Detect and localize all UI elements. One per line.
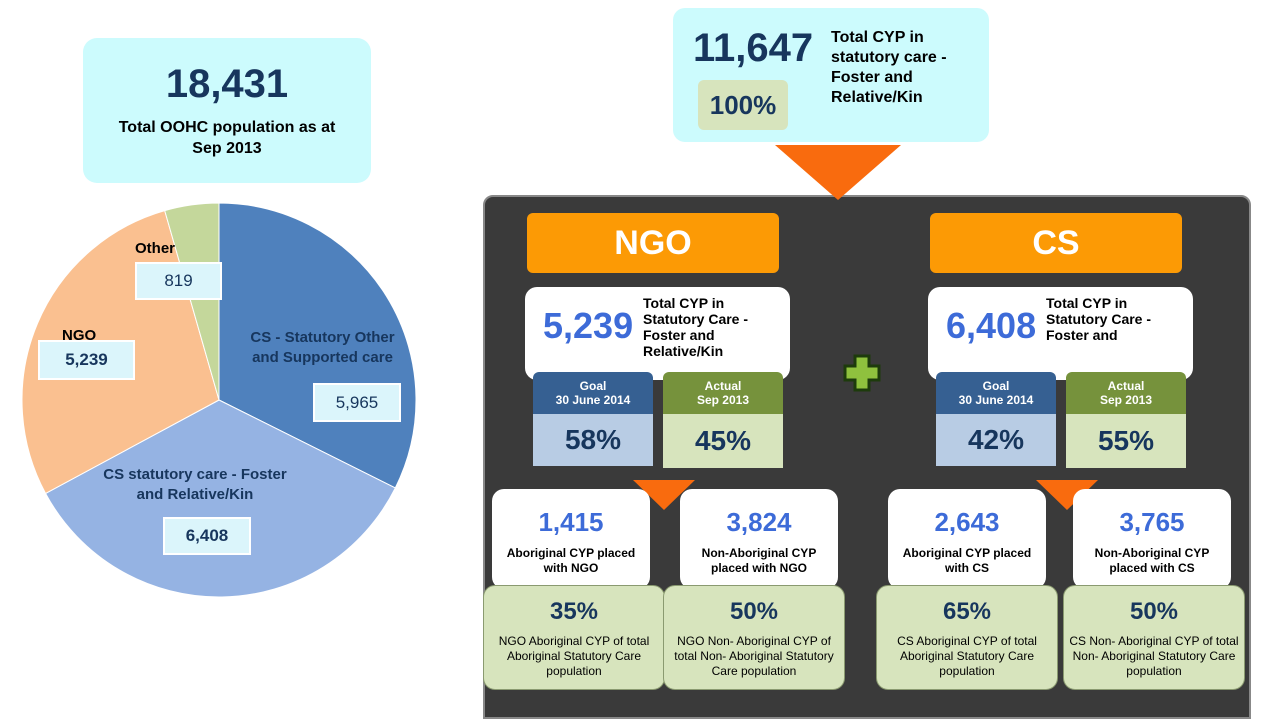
group-total-value: 5,239 <box>543 305 634 346</box>
group-total-label: Total CYP in Statutory Care - Foster and… <box>643 295 749 359</box>
statutory-value: 11,647 <box>693 26 814 70</box>
actual-title: Actual <box>1107 379 1145 393</box>
arrow <box>633 480 695 510</box>
actual-value: 45% <box>663 414 783 468</box>
plus-icon <box>843 354 881 392</box>
slice-value: 819 <box>135 262 222 300</box>
slice-label: Other <box>135 240 176 257</box>
statutory-label: Total CYP in statutory care - Foster and… <box>831 29 947 106</box>
sub-percent-box: 50% CS Non- Aboriginal CYP of total Non- … <box>1063 585 1245 690</box>
sub-note: CS Aboriginal CYP of total Aboriginal St… <box>897 634 1037 678</box>
actual-header: Actual Sep 2013 <box>1066 372 1186 414</box>
goal-value: 42% <box>936 414 1056 466</box>
arrow <box>775 145 901 200</box>
pie-slice <box>164 202 220 401</box>
sub-percent: 50% <box>1129 598 1179 625</box>
slice-label: CS - Statutory Other and Supported care <box>250 329 395 366</box>
sub-percent: 50% <box>729 598 779 625</box>
group-total-box: 6,408 Total CYP in Statutory Care - Foste… <box>928 287 1193 380</box>
slice-value: 6,408 <box>163 517 251 555</box>
goal-value: 58% <box>533 414 653 466</box>
goal-title: Goal <box>982 379 1010 393</box>
actual-date: Sep 2013 <box>696 393 750 407</box>
group-total-box: 5,239 Total CYP in Statutory Care - Foste… <box>525 287 790 380</box>
sub-value: 1,415 <box>538 507 604 537</box>
sub-box: 3,824 Non-Aboriginal CYP placed with NGO <box>680 489 838 589</box>
group-total-value: 6,408 <box>946 305 1037 346</box>
sub-box: 1,415 Aboriginal CYP placed with NGO <box>492 489 650 589</box>
sub-percent-box: 50% NGO Non- Aboriginal CYP of total Non-… <box>663 585 845 690</box>
actual-header: Actual Sep 2013 <box>663 372 783 414</box>
sub-label: Aboriginal CYP placed with CS <box>902 546 1032 575</box>
pie-slice <box>44 399 396 598</box>
slice-label: NGO <box>62 327 97 344</box>
sub-note: NGO Aboriginal CYP of total Aboriginal S… <box>498 634 650 678</box>
sub-percent: 65% <box>942 598 992 625</box>
total-box: 18,431 Total OOHC population as at Sep 20… <box>83 38 371 183</box>
slice-label: CS statutory care - Foster and Relative/… <box>103 466 287 503</box>
goal-date: 30 June 2014 <box>555 393 631 407</box>
group-header: NGO <box>527 213 779 273</box>
sub-label: Non-Aboriginal CYP placed with NGO <box>701 546 817 575</box>
statutory-box: 11,647 100% Total CYP in statutory care - … <box>673 8 989 142</box>
goal-header: Goal 30 June 2014 <box>936 372 1056 414</box>
goal-date: 30 June 2014 <box>958 393 1034 407</box>
goal-title: Goal <box>579 379 607 393</box>
sub-percent-box: 35% NGO Aboriginal CYP of total Aborigina… <box>483 585 665 690</box>
actual-value: 55% <box>1066 414 1186 468</box>
group-total-label: Total CYP in Statutory Care - Foster and <box>1046 295 1152 343</box>
goal-header: Goal 30 June 2014 <box>533 372 653 414</box>
statutory-percent: 100% <box>698 80 788 130</box>
sub-label: Non-Aboriginal CYP placed with CS <box>1094 546 1210 575</box>
slice-value: 5,965 <box>313 383 401 422</box>
sub-value: 2,643 <box>934 507 1000 537</box>
sub-value: 3,765 <box>1119 507 1185 537</box>
sub-box: 3,765 Non-Aboriginal CYP placed with CS <box>1073 489 1231 589</box>
group-header: CS <box>930 213 1182 273</box>
sub-value: 3,824 <box>726 507 792 537</box>
slice-value: 5,239 <box>38 340 135 380</box>
sub-note: NGO Non- Aboriginal CYP of total Non- Ab… <box>674 634 834 678</box>
total-label: Total OOHC population as at Sep 2013 <box>118 119 336 157</box>
actual-date: Sep 2013 <box>1099 393 1153 407</box>
sub-percent: 35% <box>549 598 599 625</box>
arrow <box>1036 480 1098 510</box>
sub-percent-box: 65% CS Aboriginal CYP of total Aboriginal… <box>876 585 1058 690</box>
actual-title: Actual <box>704 379 742 393</box>
sub-box: 2,643 Aboriginal CYP placed with CS <box>888 489 1046 589</box>
sub-note: CS Non- Aboriginal CYP of total Non- Abo… <box>1069 634 1239 678</box>
sub-label: Aboriginal CYP placed with NGO <box>506 546 636 575</box>
total-value: 18,431 <box>165 62 289 106</box>
